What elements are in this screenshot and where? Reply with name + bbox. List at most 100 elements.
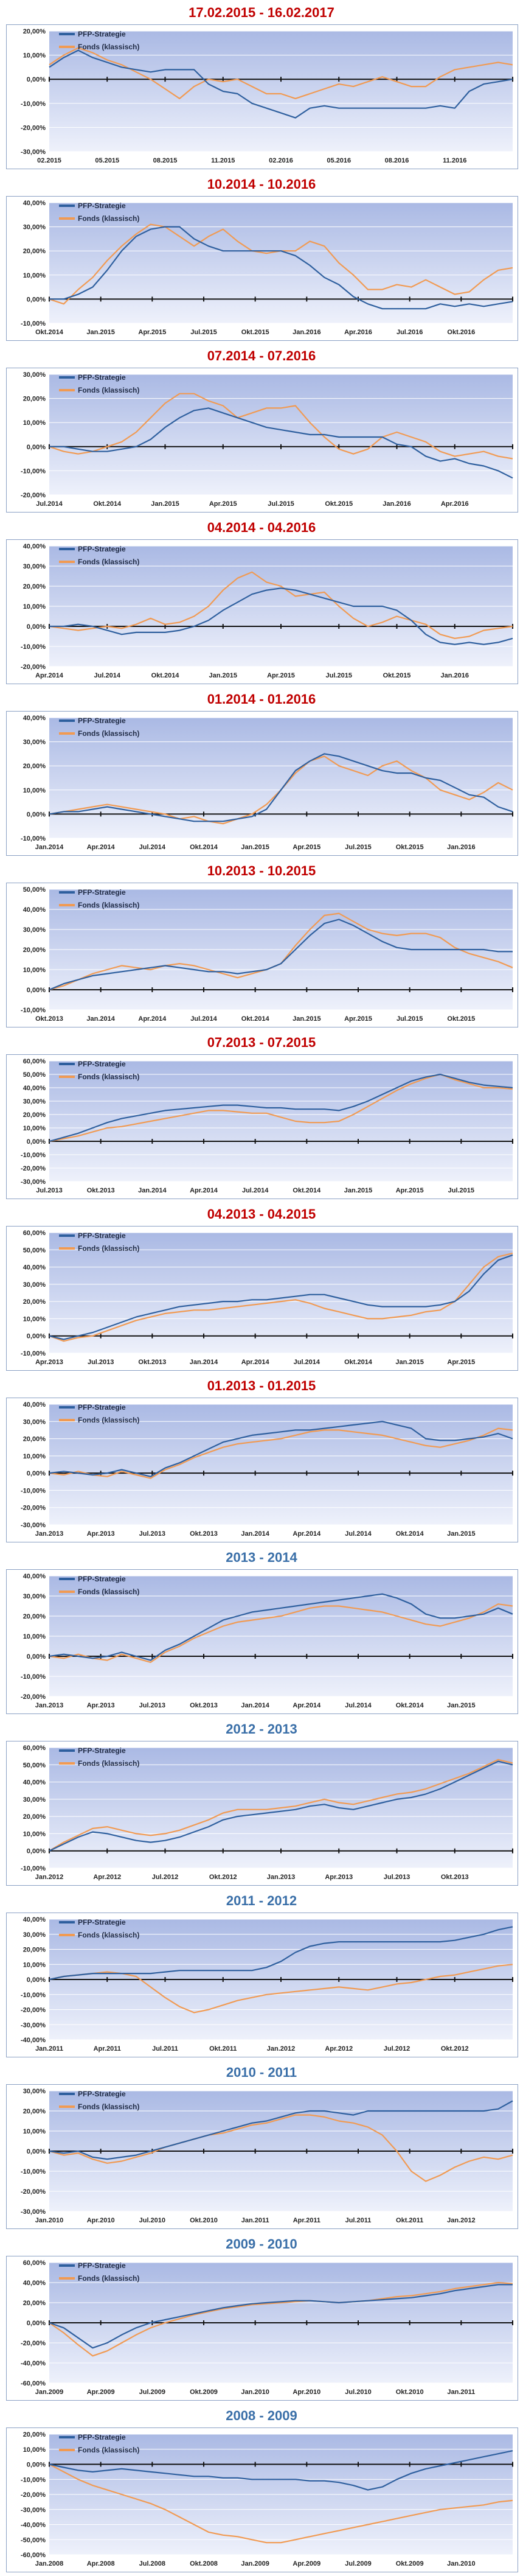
y-tick-label: 10,00%	[23, 603, 46, 611]
legend-item-strategy: PFP-Strategie	[59, 1916, 139, 1928]
x-tick-label: Okt.2009	[396, 2560, 424, 2567]
legend-label: Fonds (klassisch)	[78, 1415, 140, 1424]
chart-title: 2009 - 2010	[226, 2236, 297, 2252]
chart-title: 2008 - 2009	[226, 2408, 297, 2423]
line-chart: 40,00% 30,00% 20,00% 10,00% 0,00% -10,00% -20,…	[21, 1401, 513, 1538]
x-tick-label: Jul.2010	[345, 2389, 371, 2396]
x-tick-label: Jan.2013	[267, 1874, 295, 1881]
y-tick-label: 30,00%	[23, 739, 46, 746]
legend-item-fund: Fonds (klassisch)	[59, 1242, 139, 1255]
y-tick-label: 50,00%	[23, 1247, 46, 1254]
series-line-strategy	[49, 2284, 513, 2349]
x-tick-label: Jan.2008	[35, 2560, 63, 2567]
y-tick-label: 10,00%	[23, 1830, 46, 1838]
y-tick-label: 20,00%	[23, 1436, 46, 1443]
x-tick-label: Jul.2015	[345, 844, 371, 851]
legend: PFP-Strategie Fonds (klassisch)	[59, 1401, 139, 1426]
x-tick-label: Jan.2015	[395, 1359, 423, 1366]
x-tick-label: Jul.2015	[326, 672, 352, 679]
y-tick-label: -20,00%	[21, 1693, 46, 1701]
y-tick-label: 0,00%	[27, 1976, 46, 1984]
y-tick-label: -30,00%	[21, 1522, 46, 1529]
y-tick-label: -10,00%	[21, 1865, 46, 1872]
chart-frame: 60,00% 50,00% 40,00% 30,00% 20,00% 10,00% 0,00…	[6, 1226, 518, 1371]
x-tick-label: Apr.2015	[396, 1187, 424, 1194]
x-tick-label: Jan.2016	[441, 672, 469, 679]
line-chart: 20,00% 10,00% 0,00% -10,00% -20,00% -30,00% -4…	[21, 2431, 513, 2567]
x-tick-label: Jan.2010	[241, 2389, 269, 2396]
legend-label: PFP-Strategie	[78, 1059, 126, 1068]
legend-swatch	[59, 1590, 75, 1593]
x-tick-label: Okt.2015	[241, 329, 269, 336]
y-tick-label: 0,00%	[27, 623, 46, 631]
y-tick-label: -60,00%	[21, 2552, 46, 2559]
series-line-strategy	[49, 1254, 513, 1340]
series-line-strategy	[49, 1421, 513, 1477]
series-line-strategy	[49, 49, 513, 119]
chart-block: 2008 - 2009 20,00% 10,00% 0,00% -10,00% -20,0…	[0, 2403, 523, 2575]
legend-label: Fonds (klassisch)	[78, 557, 140, 566]
y-tick-label: -10,00%	[21, 100, 46, 108]
legend-swatch	[59, 2448, 75, 2451]
x-tick-label: Jan.2014	[241, 1530, 269, 1538]
x-tick-label: Apr.2010	[87, 2217, 115, 2224]
legend: PFP-Strategie Fonds (klassisch)	[59, 2259, 139, 2284]
y-tick-label: -10,00%	[21, 1673, 46, 1681]
x-tick-label: Okt.2016	[447, 329, 475, 336]
legend-label: PFP-Strategie	[78, 2089, 126, 2098]
x-tick-label: Jul.2010	[139, 2217, 165, 2224]
y-tick-label: 20,00%	[23, 1298, 46, 1306]
legend-label: PFP-Strategie	[78, 1402, 126, 1412]
series-line-fund	[49, 1759, 513, 1852]
x-tick-label: 11.2016	[443, 157, 466, 164]
legend-swatch	[59, 45, 75, 48]
series-line-strategy	[49, 1073, 513, 1143]
legend-label: Fonds (klassisch)	[78, 214, 140, 223]
x-tick-label: Apr.2016	[441, 500, 469, 508]
series-line-strategy	[49, 753, 513, 822]
legend-swatch	[59, 732, 75, 735]
series-line-strategy	[49, 2450, 513, 2491]
y-tick-label: 10,00%	[23, 787, 46, 794]
chart-block: 17.02.2015 - 16.02.2017 20,00% 10,00% 0,00%…	[0, 0, 523, 172]
legend-swatch	[59, 2435, 75, 2438]
x-tick-label: Jul.2012	[384, 2045, 410, 2053]
x-tick-label: Jul.2014	[36, 500, 63, 508]
x-tick-label: Jan.2014	[86, 1015, 115, 1023]
x-tick-label: Jul.2011	[152, 2045, 178, 2053]
legend-item-fund: Fonds (klassisch)	[59, 40, 139, 53]
x-tick-label: Okt.2013	[441, 1874, 469, 1881]
legend-swatch	[59, 1762, 75, 1765]
y-tick-label: 40,00%	[23, 543, 46, 550]
x-tick-label: Jan.2015	[241, 844, 269, 851]
y-tick-label: 20,00%	[23, 248, 46, 255]
x-tick-label: Jul.2015	[448, 1187, 474, 1194]
x-tick-label: Jul.2013	[139, 1702, 165, 1709]
x-tick-label: Okt.2009	[190, 2389, 218, 2396]
x-tick-label: Jan.2012	[447, 2217, 475, 2224]
x-tick-label: Apr.2014	[241, 1359, 270, 1366]
x-tick-label: Jul.2014	[294, 1359, 320, 1366]
y-tick-label: 30,00%	[23, 1281, 46, 1289]
legend-label: Fonds (klassisch)	[78, 1930, 140, 1939]
y-tick-label: 30,00%	[23, 563, 46, 570]
x-tick-label: Apr.2011	[293, 2217, 320, 2224]
series-line-strategy	[49, 587, 513, 645]
x-tick-label: Okt.2013	[190, 1702, 218, 1709]
x-tick-label: Jan.2015	[447, 1702, 475, 1709]
y-tick-label: 30,00%	[23, 371, 46, 379]
legend-label: Fonds (klassisch)	[78, 1759, 140, 1768]
x-tick-label: Okt.2014	[93, 500, 122, 508]
y-tick-label: 0,00%	[27, 2320, 46, 2327]
x-tick-label: Okt.2014	[293, 1187, 321, 1194]
chart-title: 17.02.2015 - 16.02.2017	[189, 5, 334, 20]
legend-label: PFP-Strategie	[78, 2261, 126, 2270]
y-tick-label: 10,00%	[23, 1633, 46, 1640]
legend-swatch	[59, 547, 75, 550]
x-tick-label: 08.2016	[385, 157, 409, 164]
plot-area	[49, 203, 513, 323]
legend-item-strategy: PFP-Strategie	[59, 1744, 139, 1757]
x-tick-label: Okt.2013	[138, 1359, 166, 1366]
chart-frame: 40,00% 30,00% 20,00% 10,00% 0,00% -10,00% Jan.…	[6, 711, 518, 856]
